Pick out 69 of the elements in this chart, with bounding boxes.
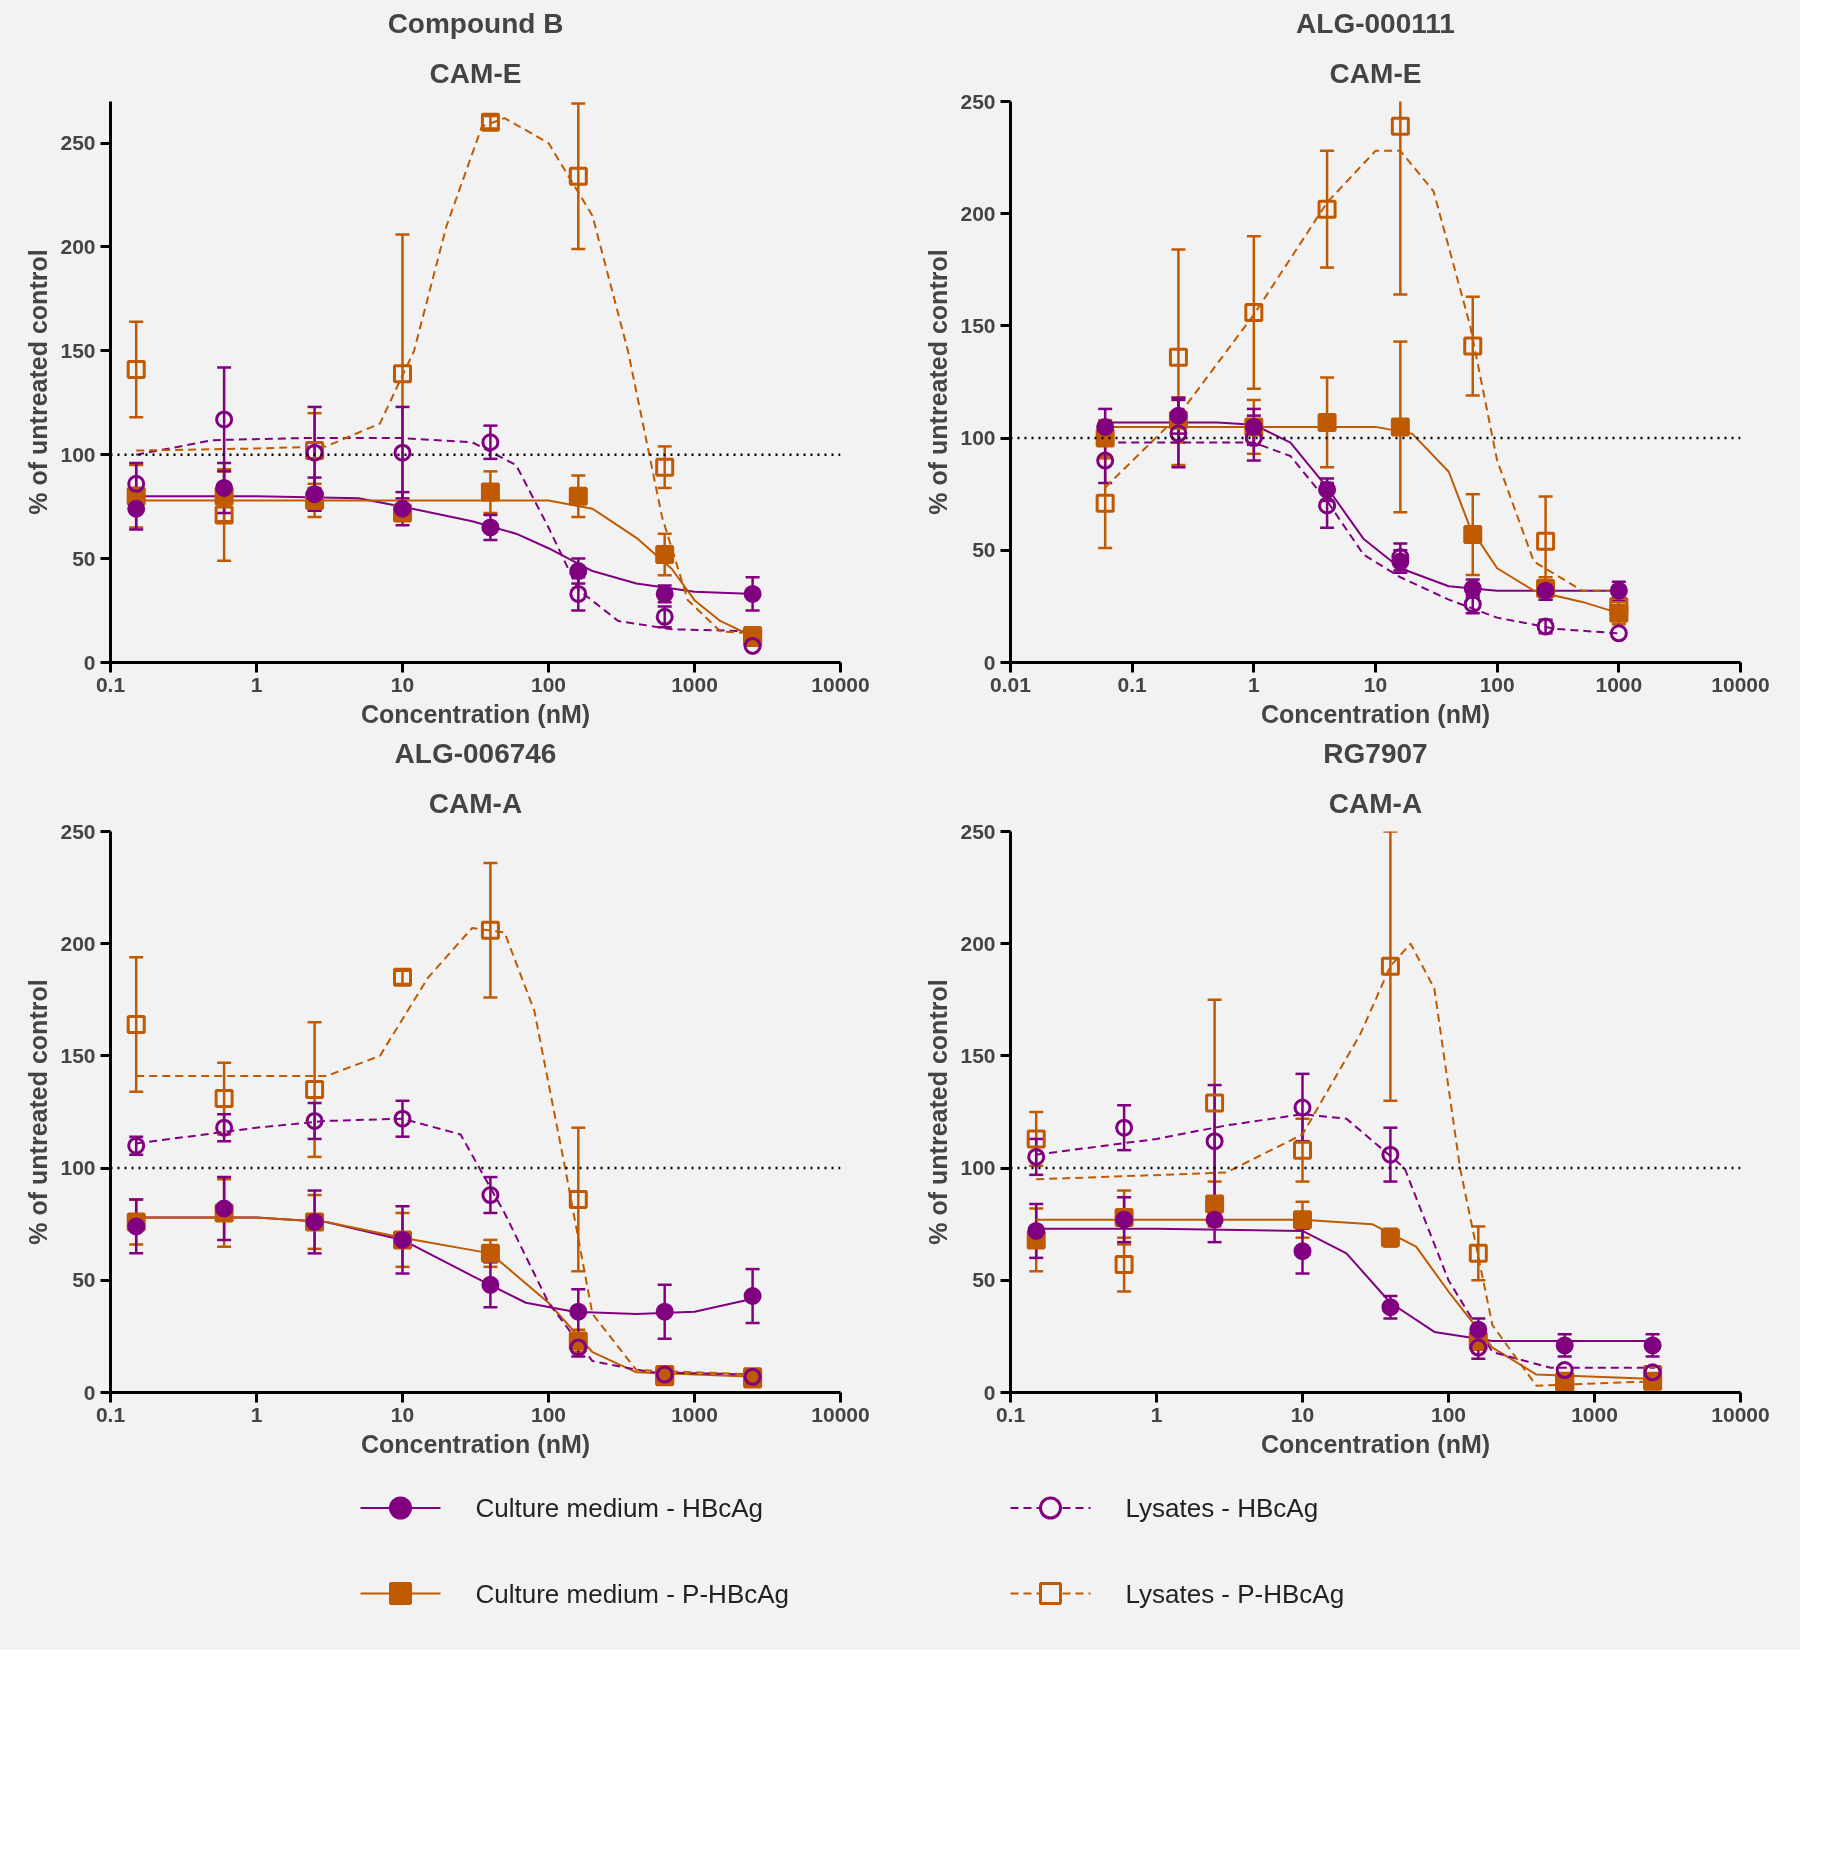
y-axis-title: % of untreated control	[24, 249, 53, 515]
x-tick-label: 1	[1150, 1402, 1163, 1426]
x-tick-label: 1000	[671, 672, 718, 696]
y-tick-label: 50	[72, 1268, 96, 1292]
y-axis-title: % of untreated control	[924, 249, 953, 515]
x-tick-label: 10	[1363, 672, 1388, 696]
x-tick-label: 100	[1430, 1402, 1467, 1426]
y-tick-label: 200	[960, 931, 996, 955]
y-tick-label: 150	[60, 338, 96, 362]
x-tick-label: 10000	[1711, 672, 1770, 696]
x-axis-title: Concentration (nM)	[360, 1429, 591, 1458]
x-tick-label: 0.01	[990, 672, 1032, 696]
x-tick-label: 1000	[671, 1402, 718, 1426]
y-axis-title: % of untreated control	[924, 979, 953, 1245]
y-tick-label: 150	[960, 1043, 996, 1067]
chart-title: Compound B	[387, 7, 564, 39]
y-tick-label: 50	[972, 538, 996, 562]
y-tick-label: 150	[60, 1043, 96, 1067]
x-tick-label: 0.1	[95, 1402, 126, 1426]
x-tick-label: 10000	[811, 1402, 870, 1426]
x-axis-title: Concentration (nM)	[1260, 1429, 1491, 1458]
y-tick-label: 0	[983, 650, 996, 674]
y-tick-label: 250	[960, 819, 996, 843]
chart-subtitle: CAM-E	[429, 58, 522, 89]
y-tick-label: 50	[972, 1268, 996, 1292]
x-tick-label: 0.1	[1117, 672, 1148, 696]
legend-label: Lysates - HBcAg	[1125, 1493, 1319, 1523]
x-tick-label: 0.1	[95, 672, 126, 696]
chart-title: RG7907	[1323, 737, 1428, 769]
y-axis-title: % of untreated control	[24, 979, 53, 1245]
x-tick-label: 100	[1479, 672, 1515, 696]
legend-label: Lysates - P-HBcAg	[1125, 1578, 1345, 1609]
y-tick-label: 200	[960, 201, 996, 225]
y-tick-label: 150	[960, 313, 996, 337]
legend-label: Culture medium - P-HBcAg	[475, 1578, 790, 1609]
chart-subtitle: CAM-E	[1329, 58, 1422, 89]
x-tick-label: 10000	[1711, 1402, 1770, 1426]
x-tick-label: 100	[530, 672, 567, 696]
y-tick-label: 250	[60, 819, 96, 843]
y-tick-label: 100	[60, 1156, 96, 1180]
x-axis-title: Concentration (nM)	[1260, 699, 1491, 728]
chart-title: ALG-000111	[1296, 7, 1455, 39]
x-tick-label: 0.1	[995, 1402, 1026, 1426]
y-tick-label: 0	[983, 1380, 996, 1404]
y-tick-label: 200	[60, 234, 96, 258]
y-tick-label: 200	[60, 931, 96, 955]
x-tick-label: 1000	[1571, 1402, 1618, 1426]
y-tick-label: 250	[960, 89, 996, 113]
y-tick-label: 50	[72, 546, 96, 570]
x-tick-label: 10	[390, 672, 415, 696]
chart-title: ALG-006746	[394, 737, 557, 769]
y-tick-label: 100	[960, 426, 996, 450]
y-tick-label: 0	[83, 1380, 96, 1404]
x-tick-label: 1000	[1595, 672, 1643, 696]
chart-subtitle: CAM-A	[428, 788, 523, 819]
x-tick-label: 1	[1247, 672, 1260, 696]
x-tick-label: 100	[530, 1402, 567, 1426]
x-tick-label: 10000	[811, 672, 870, 696]
x-axis-title: Concentration (nM)	[360, 699, 591, 728]
legend-label: Culture medium - HBcAg	[475, 1493, 764, 1523]
y-tick-label: 0	[83, 650, 96, 674]
x-tick-label: 10	[1290, 1402, 1315, 1426]
x-tick-label: 10	[390, 1402, 415, 1426]
x-tick-label: 1	[250, 1402, 263, 1426]
x-tick-label: 1	[250, 672, 263, 696]
y-tick-label: 100	[960, 1156, 996, 1180]
chart-subtitle: CAM-A	[1328, 788, 1423, 819]
y-tick-label: 250	[60, 131, 96, 155]
y-tick-label: 100	[60, 442, 96, 466]
